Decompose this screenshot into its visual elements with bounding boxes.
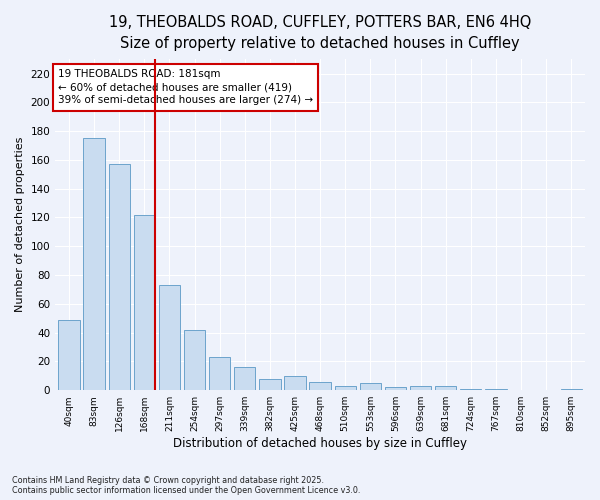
Bar: [159, 285, 180, 390]
X-axis label: Distribution of detached houses by size in Cuffley: Distribution of detached houses by size …: [173, 437, 467, 450]
Bar: [410, 386, 431, 390]
Bar: [359, 383, 381, 390]
Bar: [259, 378, 281, 390]
Bar: [284, 376, 305, 390]
Bar: [184, 330, 205, 390]
Bar: [460, 389, 481, 390]
Bar: [485, 389, 506, 390]
Title: 19, THEOBALDS ROAD, CUFFLEY, POTTERS BAR, EN6 4HQ
Size of property relative to d: 19, THEOBALDS ROAD, CUFFLEY, POTTERS BAR…: [109, 15, 531, 51]
Bar: [335, 386, 356, 390]
Bar: [109, 164, 130, 390]
Bar: [310, 382, 331, 390]
Bar: [58, 320, 80, 390]
Bar: [134, 214, 155, 390]
Text: 19 THEOBALDS ROAD: 181sqm
← 60% of detached houses are smaller (419)
39% of semi: 19 THEOBALDS ROAD: 181sqm ← 60% of detac…: [58, 69, 313, 106]
Bar: [209, 357, 230, 390]
Text: Contains HM Land Registry data © Crown copyright and database right 2025.
Contai: Contains HM Land Registry data © Crown c…: [12, 476, 361, 495]
Bar: [560, 389, 582, 390]
Bar: [83, 138, 105, 390]
Y-axis label: Number of detached properties: Number of detached properties: [15, 137, 25, 312]
Bar: [385, 388, 406, 390]
Bar: [234, 367, 256, 390]
Bar: [435, 386, 457, 390]
